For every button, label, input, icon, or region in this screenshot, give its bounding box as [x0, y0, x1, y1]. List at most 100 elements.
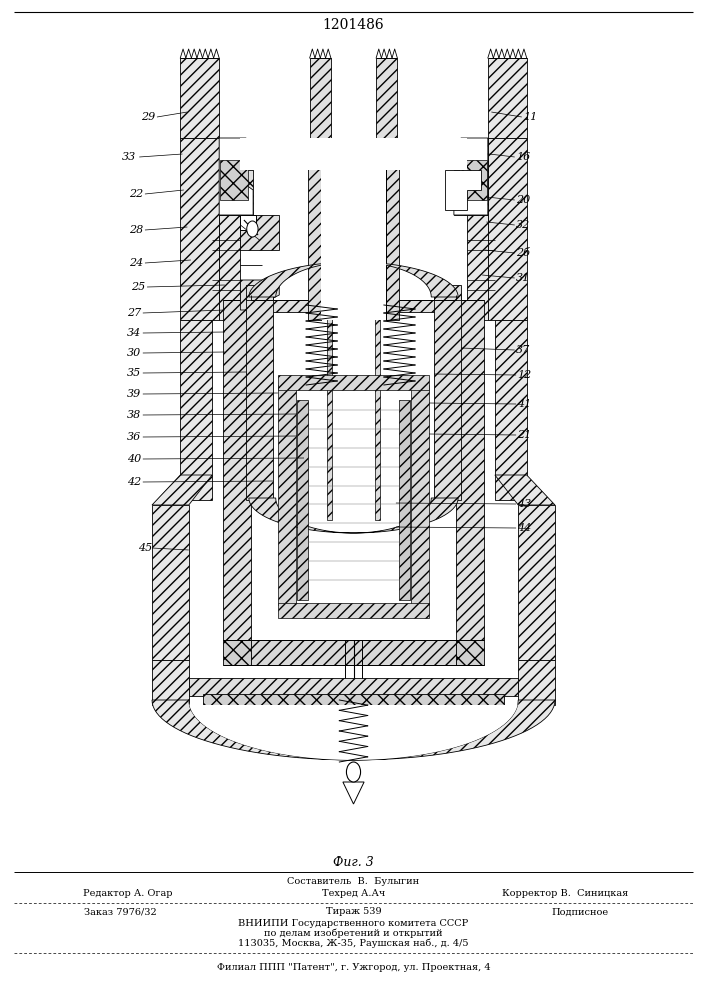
Bar [278, 603, 429, 618]
Text: 11: 11 [523, 112, 537, 122]
Text: 39: 39 [127, 389, 141, 399]
Text: 42: 42 [127, 477, 141, 487]
Text: 113035, Москва, Ж-35, Раушская наб., д. 4/5: 113035, Москва, Ж-35, Раушская наб., д. … [238, 938, 469, 948]
Circle shape [346, 762, 361, 782]
Text: 33: 33 [122, 152, 136, 162]
Bar [189, 678, 518, 696]
Text: Заказ 7976/32: Заказ 7976/32 [84, 908, 156, 916]
Bar [152, 660, 189, 705]
Bar [327, 305, 332, 520]
Bar [246, 285, 273, 300]
Bar [488, 58, 527, 138]
Polygon shape [189, 700, 518, 760]
Bar [434, 295, 461, 500]
Text: 21: 21 [518, 430, 532, 440]
Text: 35: 35 [127, 368, 141, 378]
Text: Техред А.Ач: Техред А.Ач [322, 890, 385, 898]
Bar [152, 505, 189, 660]
Bar [456, 640, 484, 665]
Bar [180, 320, 212, 500]
Text: 24: 24 [129, 258, 144, 268]
Text: 25: 25 [132, 282, 146, 292]
Bar [456, 300, 484, 640]
Text: 32: 32 [516, 220, 530, 230]
Polygon shape [249, 262, 458, 297]
Text: 12: 12 [518, 370, 532, 380]
Bar [219, 138, 246, 170]
Text: Филиал ППП "Патент", г. Ужгород, ул. Проектная, 4: Филиал ППП "Патент", г. Ужгород, ул. Про… [216, 962, 491, 972]
Text: Корректор В.  Синицкая: Корректор В. Синицкая [503, 890, 629, 898]
Bar [180, 58, 219, 138]
Bar [251, 300, 456, 312]
Bar [325, 292, 332, 305]
Bar [411, 385, 429, 605]
Polygon shape [445, 170, 481, 210]
Text: Тираж 539: Тираж 539 [326, 908, 381, 916]
Text: 2б: 2б [516, 248, 530, 258]
Text: 40: 40 [127, 454, 141, 464]
Text: 34: 34 [127, 328, 141, 338]
Bar [495, 320, 527, 500]
Polygon shape [249, 498, 458, 533]
Text: 20: 20 [516, 195, 530, 205]
Text: 41: 41 [518, 399, 532, 409]
Bar [459, 160, 487, 200]
Bar [219, 170, 253, 215]
Bar [220, 160, 248, 200]
Bar [251, 640, 456, 665]
Bar [180, 138, 219, 320]
Polygon shape [454, 138, 488, 215]
Bar [375, 305, 380, 520]
Polygon shape [152, 700, 555, 760]
Bar [399, 400, 410, 600]
Text: Составитель  В.  Булыгин: Составитель В. Булыгин [288, 878, 419, 886]
Bar [375, 292, 382, 305]
Bar [386, 138, 399, 320]
Bar [240, 215, 256, 230]
Polygon shape [152, 475, 212, 505]
Bar [467, 215, 488, 320]
Bar [278, 375, 429, 390]
Text: 30: 30 [127, 348, 141, 358]
Bar [339, 685, 368, 695]
Bar [488, 138, 527, 320]
Polygon shape [343, 782, 364, 804]
Bar [310, 58, 331, 138]
Text: 44: 44 [518, 523, 532, 533]
Bar [518, 660, 555, 705]
Bar [240, 138, 467, 170]
Text: 29: 29 [141, 112, 156, 122]
Text: 38: 38 [127, 410, 141, 420]
Polygon shape [219, 138, 253, 215]
Bar [278, 385, 296, 605]
Bar [223, 300, 251, 640]
Text: 45: 45 [138, 543, 152, 553]
Polygon shape [495, 475, 555, 505]
Bar [240, 215, 279, 250]
Bar [461, 138, 488, 170]
Polygon shape [240, 280, 279, 310]
Bar [203, 694, 504, 712]
Text: 1201486: 1201486 [322, 18, 385, 32]
Text: 36: 36 [127, 432, 141, 442]
Bar [308, 138, 321, 320]
Text: 16: 16 [516, 152, 530, 162]
Bar [297, 400, 308, 600]
Bar [246, 295, 273, 500]
Bar [223, 640, 251, 665]
Circle shape [247, 221, 258, 237]
Bar [321, 138, 386, 320]
Text: 31: 31 [516, 273, 530, 283]
Bar [518, 505, 555, 660]
Text: 43: 43 [518, 499, 532, 509]
Bar [434, 285, 461, 300]
Text: 22: 22 [129, 189, 144, 199]
Bar [376, 58, 397, 138]
Text: Редактор А. Огар: Редактор А. Огар [83, 890, 172, 898]
Text: 27: 27 [127, 308, 141, 318]
Text: Фиг. 3: Фиг. 3 [333, 856, 374, 868]
Bar [219, 215, 240, 320]
Text: 28: 28 [129, 225, 144, 235]
Text: Подписное: Подписное [551, 908, 608, 916]
Bar [454, 170, 488, 215]
